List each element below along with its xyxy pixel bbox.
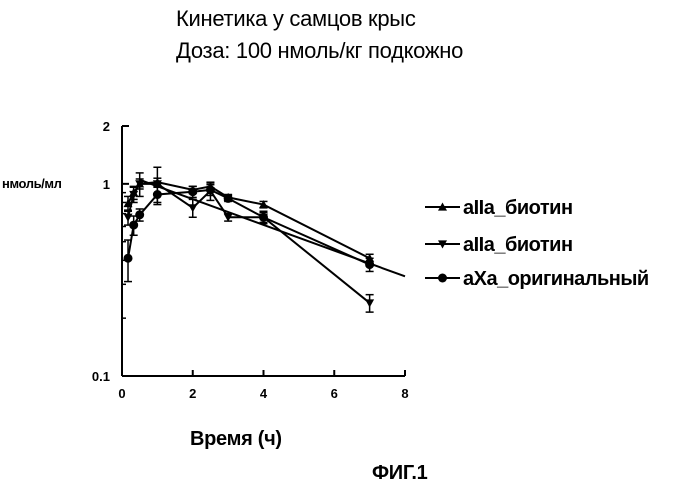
x-tick-label: 4 [260,386,268,401]
legend-label: aIIa_биотин [463,197,573,219]
data-point [135,210,144,219]
x-tick-label: 0 [118,386,125,401]
legend-label: aIIa_биотин [463,234,573,256]
data-point [153,190,162,199]
data-point [365,299,374,307]
legend-marker [438,274,447,283]
data-point [124,254,133,263]
x-tick-label: 2 [189,386,196,401]
x-tick-label: 8 [401,386,408,401]
data-point [224,194,233,203]
data-point [206,185,215,194]
data-point [124,214,133,222]
y-tick-label: 1 [103,177,110,192]
legend-label: aXa_оригинальный [463,268,649,290]
y-tick-label: 0.1 [92,369,110,384]
x-tick-label: 6 [331,386,338,401]
y-tick-label: 2 [103,119,110,134]
data-point [259,213,268,222]
data-point [129,221,138,230]
data-point [365,260,374,269]
data-point [188,204,197,212]
data-point [188,187,197,196]
